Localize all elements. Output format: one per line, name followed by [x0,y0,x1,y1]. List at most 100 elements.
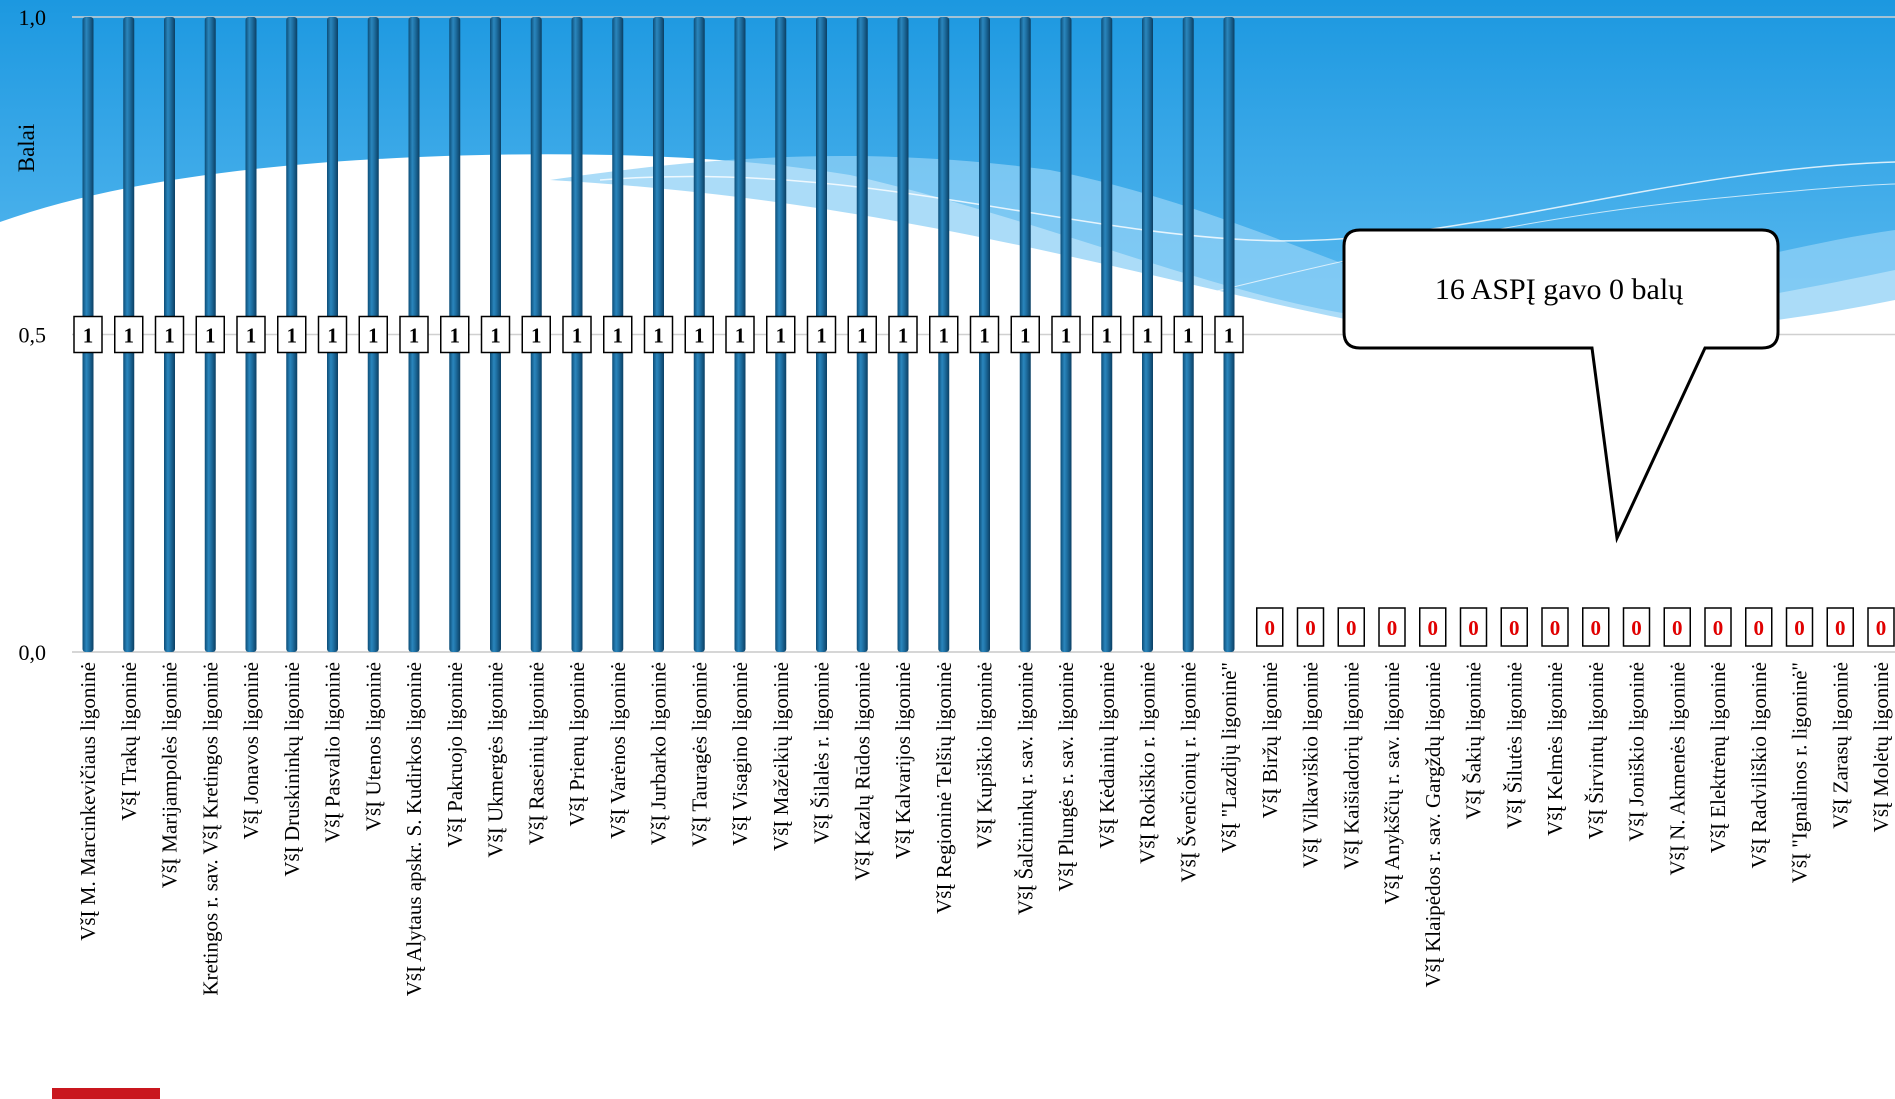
data-label: 1 [857,324,868,348]
data-label: 1 [1142,324,1153,348]
data-label: 1 [1020,324,1031,348]
x-tick-label: VšĮ Radviliškio ligoninė [1747,662,1771,869]
data-label-box [562,315,592,354]
x-tick-label: VšĮ Molėtų ligoninė [1869,662,1893,832]
x-tick-label: VšĮ Biržų ligoninė [1258,662,1282,818]
data-label: 0 [1631,616,1642,640]
x-tick-label: VšĮ Utenos ligoninė [361,662,385,831]
x-tick-label: VšĮ Prienų ligoninė [565,662,589,826]
y-axis-title: Balai [14,124,39,173]
data-label-box [766,315,796,354]
data-label: 1 [1061,324,1072,348]
data-label: 1 [409,324,420,348]
callout-annotation: 16 ASPĮ gavo 0 balų [1434,273,1684,306]
x-tick-label: VšĮ Šilalės r. ligoninė [810,662,834,844]
x-tick-label: VšĮ Šakių ligoninė [1462,662,1486,820]
x-tick-label: Kretingos r. sav. VšĮ Kretingos ligoninė [198,662,222,996]
data-label-box [73,315,103,354]
data-label: 1 [287,324,298,348]
data-label-box [440,315,470,354]
x-tick-label: VšĮ "Lazdijų ligoninė" [1217,662,1241,853]
x-tick-label: VšĮ Pakruojo ligoninė [443,662,467,847]
data-label-box [1051,315,1081,354]
data-label: 1 [1224,324,1235,348]
data-label-box [603,315,633,354]
data-label: 1 [939,324,950,348]
background-wave-line-2 [1099,183,1895,321]
data-label: 0 [1672,616,1683,640]
data-label-box [1173,315,1203,354]
data-label: 0 [1550,616,1561,640]
x-tick-label: VšĮ Jonavos ligoninė [239,662,263,839]
data-label: 1 [735,324,746,348]
data-label-box [1541,607,1569,647]
x-tick-label: VšĮ Alytaus apskr. S. Kudirkos ligoninė [402,662,426,996]
x-tick-label: VšĮ Kelmės ligoninė [1543,662,1567,836]
data-label-box [806,315,837,354]
data-label: 1 [979,324,990,348]
data-label: 0 [1428,616,1439,640]
data-label: 1 [164,324,175,348]
data-label-box [1010,315,1040,354]
data-label: 1 [776,324,787,348]
data-label-box [195,315,225,354]
data-label: 0 [1713,616,1724,640]
background-light-wave [550,156,1895,336]
data-label-box [1256,607,1284,647]
x-tick-label: VšĮ Širvintų ligoninė [1584,662,1608,839]
data-label-box [1419,607,1447,647]
data-label-box [929,315,959,354]
y-axis-ticks: 0,0 0,5 1,0 [19,5,47,665]
x-tick-label: VšĮ Kėdainių ligoninė [1095,662,1119,849]
data-label-box [1663,607,1691,647]
data-labels: 1 1 1 1 1 1 1 1 1 1 1 1 1 1 1 1 1 1 1 1 1 1 1 1 1 1 1 1 1 0 0 0 0 0 0 0 0 0 0 0… [73,315,1895,647]
x-tick-label: VšĮ Regioninė Telšių ligoninė [932,662,956,914]
data-label-box [1745,607,1773,647]
data-label-box [317,315,348,354]
data-label: 1 [1183,324,1194,348]
data-label-box [1296,607,1325,647]
data-label-box [521,315,551,354]
y-tick-label: 0,5 [19,323,47,348]
data-label-box [277,315,307,354]
data-label: 1 [572,324,583,348]
data-label-box [1867,607,1895,647]
data-label-box [1500,607,1528,647]
x-tick-label: VšĮ Varėnos ligoninė [606,662,630,839]
data-label: 0 [1265,616,1276,640]
x-tick-label: VšĮ Plungės r. sav. ligoninė [1054,662,1078,892]
x-tick-label: VšĮ Elektrėnų ligoninė [1706,662,1730,853]
data-label-box [114,315,144,354]
x-axis-labels: VšĮ M. Marcinkevičiaus ligoninė VšĮ Trakų… [76,662,1893,996]
data-label-box [1459,607,1488,647]
data-label: 0 [1794,616,1805,640]
data-label-box [1785,607,1814,647]
x-tick-label: VšĮ Klaipėdos r. sav. Gargždų ligoninė [1421,662,1445,987]
data-label-box [154,315,185,354]
data-label-box [236,315,266,354]
x-tick-label: VšĮ Švenčionių r. ligoninė [1176,662,1200,882]
data-label-box [1214,315,1244,354]
data-label-box [1704,607,1732,647]
data-label: 1 [246,324,257,348]
data-label: 1 [205,324,216,348]
data-label: 1 [816,324,827,348]
x-tick-label: VšĮ Anykščių r. sav. ligoninė [1380,662,1404,904]
data-label-box [888,315,918,354]
data-label-box [1132,315,1163,354]
x-tick-label: VšĮ Zarasų ligoninė [1828,662,1852,829]
x-tick-label: VšĮ Joniškio ligoninė [1625,662,1649,842]
x-tick-label: VšĮ Ukmergės ligoninė [484,662,508,858]
data-label-box [480,315,511,354]
data-label: 1 [613,324,624,348]
x-tick-label: VšĮ Kazlų Rūdos ligoninė [850,662,874,881]
data-label: 0 [1468,616,1479,640]
x-tick-label: VšĮ "Ignalinos r. ligoninė" [1788,662,1812,883]
data-label-box [1378,607,1406,647]
data-label: 0 [1387,616,1398,640]
data-label: 0 [1509,616,1520,640]
data-label-box [1337,607,1365,647]
x-tick-label: VšĮ Šilutės ligoninė [1502,662,1526,829]
x-tick-label: VšĮ Trakų ligoninė [117,662,141,821]
